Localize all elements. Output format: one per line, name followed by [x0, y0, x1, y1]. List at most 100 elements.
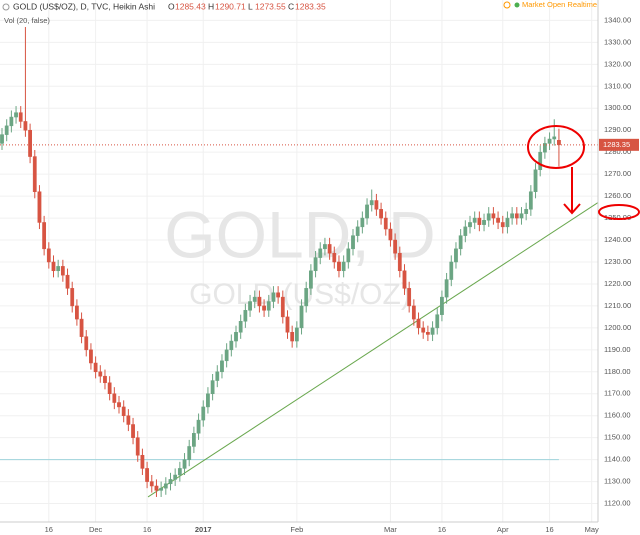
candle-body: [472, 217, 477, 223]
candle-body: [89, 349, 93, 364]
candle-body: [355, 226, 360, 236]
last-price-box: [599, 138, 639, 151]
indicator-label: Vol (20, false): [4, 16, 50, 25]
status-dot: [514, 2, 520, 8]
candle-body: [257, 296, 262, 307]
candle-body: [468, 222, 472, 228]
y-tick-label: 1250.00: [604, 213, 631, 222]
candle-body: [262, 305, 266, 311]
candle-body: [411, 305, 416, 320]
candle-body: [552, 136, 557, 140]
y-tick-label: 1120.00: [604, 499, 631, 508]
candle-body: [252, 296, 257, 302]
candle-body: [196, 419, 201, 434]
candle-body: [131, 424, 135, 438]
y-tick-label: 1220.00: [604, 279, 631, 288]
candle-body: [9, 116, 14, 127]
candle-body: [46, 248, 51, 263]
ohlc-value: 1273.55: [255, 1, 286, 11]
candle-body: [538, 151, 543, 171]
y-tick-label: 1300.00: [604, 103, 631, 112]
y-tick-label: 1310.00: [604, 81, 631, 90]
candle-body: [229, 340, 234, 351]
candle-body: [215, 371, 220, 381]
candle-body: [107, 382, 112, 395]
candle-body: [346, 248, 351, 263]
candle-body: [154, 485, 159, 491]
candle-body: [93, 362, 98, 373]
x-tick-label: Mar: [384, 525, 397, 534]
candle-body: [145, 468, 149, 482]
x-tick-label: 16: [45, 525, 53, 534]
candle-body: [280, 296, 285, 318]
ohlc-letter: H: [208, 1, 214, 11]
candle-body: [79, 318, 84, 337]
candle-body: [393, 239, 398, 254]
x-tick-label: 16: [438, 525, 446, 534]
candle-body: [318, 248, 323, 258]
candle-body: [308, 270, 313, 289]
candle-body: [496, 217, 500, 223]
candle-body: [135, 437, 140, 456]
trend-line: [147, 202, 599, 498]
candle-body: [51, 261, 56, 272]
status-icon[interactable]: [503, 1, 511, 9]
candle-body: [60, 266, 65, 276]
header: GOLD (US$/OZ), D, TVC, Heikin Ashi O 1285…: [2, 0, 597, 25]
candle-body: [32, 156, 37, 192]
candle-body: [407, 288, 412, 307]
x-tick-label: Apr: [497, 525, 509, 534]
candle-body: [37, 191, 42, 223]
candle-body: [276, 292, 281, 298]
candle-body: [421, 327, 426, 333]
menu-icon[interactable]: [2, 3, 10, 11]
candle-body: [294, 327, 299, 342]
candle-body: [42, 222, 47, 250]
candle-body: [18, 112, 23, 122]
candle-body: [430, 327, 435, 335]
y-tick-label: 1150.00: [604, 433, 631, 442]
arrow-head: [563, 203, 581, 215]
plot: [0, 27, 599, 498]
candle-body: [332, 252, 337, 263]
x-tick-label: 16: [545, 525, 553, 534]
axis-circle: [598, 204, 640, 220]
ohlc-value: 1285.43: [175, 1, 206, 11]
candle-body: [238, 321, 243, 333]
candle-body: [547, 138, 552, 144]
y-tick-label: 1180.00: [604, 367, 631, 376]
y-tick-label: 1200.00: [604, 323, 631, 332]
candle-body: [98, 371, 103, 377]
y-tick-label: 1170.00: [604, 389, 631, 398]
y-tick-label: 1340.00: [604, 15, 631, 24]
candle-body: [458, 235, 463, 250]
y-tick-label: 1230.00: [604, 257, 631, 266]
candle-body: [4, 125, 9, 135]
candle-body: [482, 220, 486, 225]
candle-body: [449, 261, 454, 280]
candle-body: [14, 112, 18, 118]
candle-body: [192, 433, 196, 447]
candle-body: [103, 375, 107, 384]
y-tick-label: 1290.00: [604, 125, 631, 134]
candle-body: [149, 481, 154, 487]
candle-body: [542, 143, 547, 153]
watermark-sub: GOLD (US$/OZ): [189, 278, 411, 311]
last-price-label: 1283.35: [603, 140, 630, 149]
candle-body: [206, 393, 210, 408]
ohlc-readout: O 1285.43 H 1290.71 L 1273.55 C 1283.35: [168, 1, 326, 11]
candle-body: [402, 270, 407, 289]
candle-body: [163, 483, 168, 489]
candle-body: [187, 446, 192, 460]
candle-body: [524, 209, 529, 214]
candle-body: [121, 406, 126, 416]
candle-body: [374, 200, 379, 210]
candle-body: [140, 454, 145, 469]
candle-body: [126, 415, 131, 425]
candle-body: [425, 332, 430, 335]
candle-body: [323, 244, 327, 250]
candle-body: [477, 217, 482, 225]
candle-body: [112, 393, 117, 403]
candle-body: [514, 213, 519, 219]
